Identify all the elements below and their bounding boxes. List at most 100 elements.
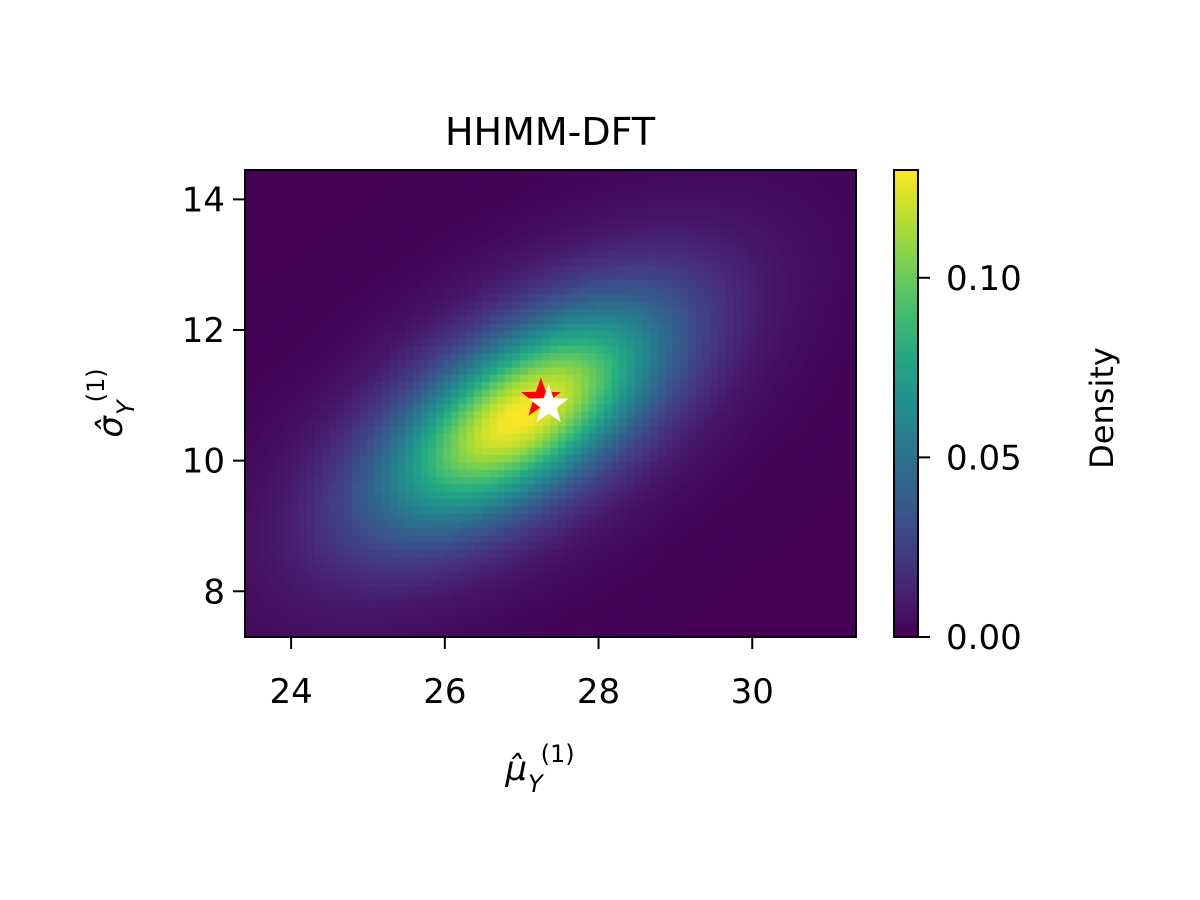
heat-cell — [565, 403, 575, 412]
heat-cell — [672, 564, 681, 572]
heat-cell — [573, 323, 582, 332]
heat-cell — [519, 191, 529, 200]
heat-cell — [390, 323, 399, 332]
heat-cell — [405, 542, 414, 551]
heat-cell — [756, 264, 765, 273]
heat-cell — [588, 439, 597, 448]
heat-cell — [596, 461, 605, 470]
heat-cell — [634, 556, 643, 565]
heat-cell — [535, 250, 544, 259]
heat-cell — [565, 439, 575, 448]
heat-cell — [420, 199, 429, 208]
heat-cell — [794, 578, 804, 587]
heat-cell — [817, 520, 827, 529]
heat-cell — [504, 337, 513, 346]
heat-cell — [764, 294, 773, 302]
heat-cell — [420, 367, 429, 375]
heat-cell — [603, 410, 613, 419]
heat-cell — [779, 476, 788, 485]
heat-cell — [451, 571, 460, 580]
heat-cell — [382, 264, 391, 273]
heat-cell — [672, 491, 681, 499]
heat-cell — [596, 177, 605, 186]
heat-cell — [810, 607, 819, 616]
heat-cell — [817, 352, 827, 361]
heat-cell — [298, 199, 307, 208]
heat-cell — [779, 615, 788, 624]
heat-cell — [657, 272, 666, 281]
heat-cell — [306, 337, 315, 346]
heat-cell — [283, 199, 292, 208]
heat-cell — [443, 388, 452, 397]
heat-cell — [367, 257, 376, 266]
heat-cell — [267, 308, 277, 317]
heat-cell — [642, 367, 651, 375]
heat-cell — [359, 578, 368, 587]
heat-cell — [558, 410, 567, 419]
heat-cell — [825, 250, 834, 259]
heat-cell — [290, 505, 300, 514]
heat-cell — [687, 615, 697, 624]
heat-cell — [374, 374, 384, 383]
heat-cell — [405, 498, 414, 507]
heat-cell — [756, 294, 765, 302]
heat-cell — [321, 374, 330, 383]
heat-cell — [672, 250, 681, 259]
heat-cell — [474, 367, 483, 375]
heat-cell — [603, 315, 613, 324]
heat-cell — [466, 534, 475, 543]
heat-cell — [313, 622, 322, 631]
heat-cell — [810, 352, 819, 361]
heat-cell — [787, 250, 796, 259]
heat-cell — [435, 337, 445, 346]
heat-cell — [611, 221, 620, 229]
heat-cell — [611, 564, 620, 572]
heat-cell — [267, 556, 277, 565]
heat-cell — [435, 279, 445, 288]
heat-cell — [512, 308, 521, 317]
heat-cell — [435, 542, 445, 551]
heat-cell — [680, 542, 689, 551]
heat-cell — [290, 527, 300, 536]
heat-cell — [245, 315, 254, 324]
heat-cell — [749, 439, 758, 448]
heat-cell — [260, 425, 269, 434]
heat-cell — [833, 527, 842, 536]
heat-cell — [764, 512, 773, 521]
heat-cell — [657, 564, 666, 572]
heat-cell — [489, 600, 498, 609]
heat-cell — [405, 257, 414, 266]
heat-cell — [802, 374, 811, 383]
heat-cell — [665, 629, 674, 637]
heat-cell — [443, 279, 452, 288]
heat-cell — [802, 250, 811, 259]
heat-cell — [504, 556, 513, 565]
heat-cell — [733, 381, 743, 390]
heat-cell — [458, 242, 468, 251]
heat-cell — [313, 454, 322, 463]
heat-cell — [367, 250, 376, 259]
heat-cell — [519, 476, 529, 485]
heat-cell — [573, 512, 582, 521]
heat-cell — [298, 250, 307, 259]
heat-cell — [810, 345, 819, 354]
heat-cell — [512, 425, 521, 434]
heat-cell — [512, 374, 521, 383]
heat-cell — [481, 410, 490, 419]
heat-cell — [512, 432, 521, 441]
heat-cell — [573, 206, 582, 215]
heat-cell — [542, 585, 552, 594]
heat-cell — [374, 264, 384, 273]
heat-cell — [481, 403, 490, 412]
heat-cell — [741, 177, 750, 186]
heat-cell — [535, 512, 544, 521]
heat-cell — [833, 549, 842, 558]
heat-cell — [756, 447, 765, 456]
heat-cell — [764, 381, 773, 390]
heat-cell — [550, 505, 559, 514]
heat-cell — [428, 206, 437, 215]
heat-cell — [802, 498, 811, 507]
heat-cell — [458, 352, 468, 361]
heat-cell — [497, 170, 506, 178]
heat-cell — [283, 512, 292, 521]
